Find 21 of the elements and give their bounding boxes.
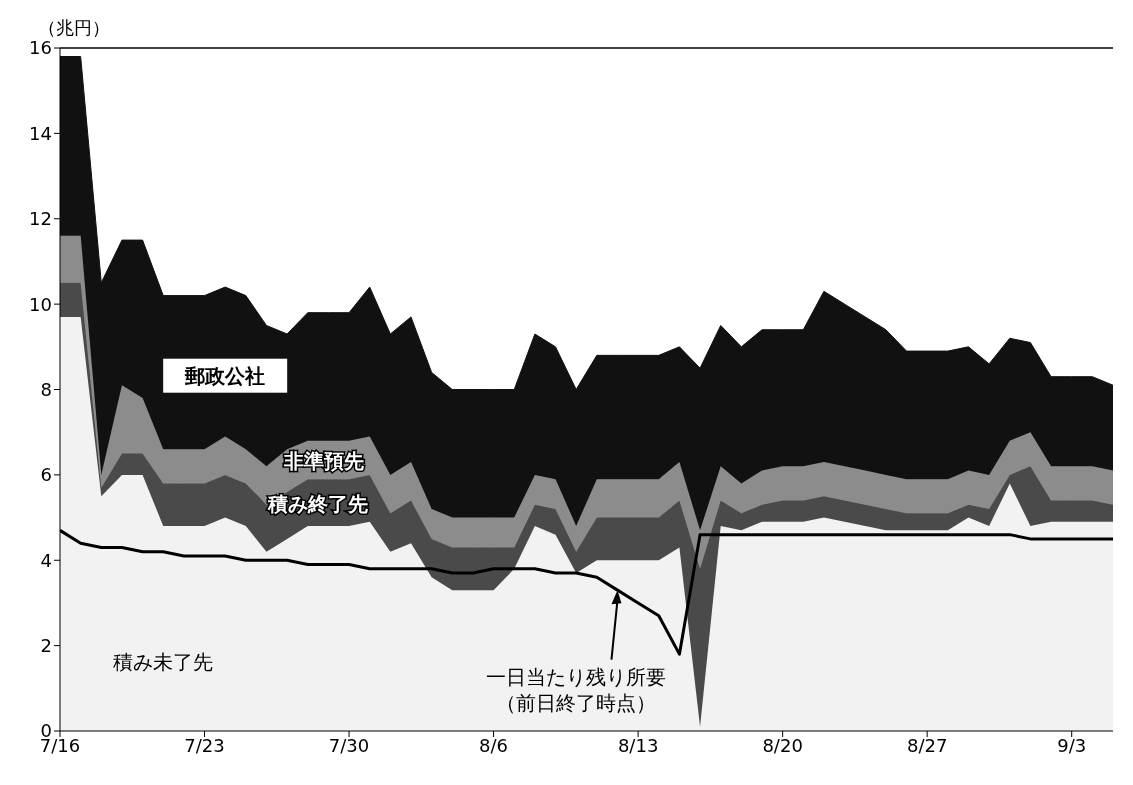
series-label: 一日当たり残り所要（前日終了時点）: [485, 663, 668, 716]
x-tick-label: 8/20: [762, 734, 803, 756]
y-tick-label: 6: [40, 464, 52, 486]
x-tick-label: 9/3: [1057, 734, 1087, 756]
series-label: 積み終了先: [267, 491, 369, 516]
x-tick-label: 8/27: [906, 734, 948, 756]
x-tick-label: 7/23: [184, 734, 225, 756]
y-tick-label: 10: [29, 293, 52, 315]
x-tick-label: 8/6: [479, 734, 509, 756]
series-label: 郵政公社: [184, 363, 266, 388]
y-tick-label: 2: [40, 635, 52, 657]
y-tick-label: 8: [40, 378, 52, 400]
x-tick-label: 8/13: [617, 734, 659, 756]
x-tick-label: 7/30: [328, 734, 370, 756]
series-label: 非準預先: [283, 449, 365, 474]
y-tick-label: 4: [40, 549, 52, 571]
y-tick-label: 14: [29, 122, 52, 144]
series-label: 積み未了先: [113, 649, 214, 674]
y-tick-label: 12: [29, 208, 52, 230]
y-tick-label: 16: [29, 37, 52, 59]
y-axis-title: （兆円）: [38, 17, 110, 38]
